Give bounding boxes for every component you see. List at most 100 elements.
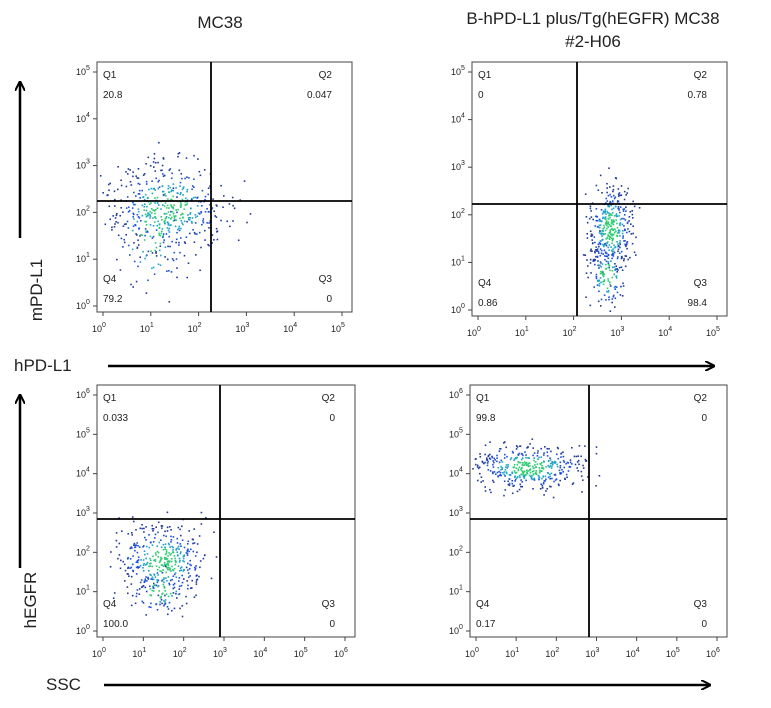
event-dot [181, 525, 183, 528]
event-dot [161, 572, 164, 574]
event-dot [550, 462, 553, 465]
event-dot [199, 174, 202, 177]
event-dot [129, 254, 131, 256]
event-dot [582, 479, 584, 481]
tick-base: 10 [449, 587, 459, 597]
event-dot [617, 256, 619, 258]
event-dot [185, 157, 188, 159]
event-dot [520, 469, 523, 472]
y-tick-label: 102 [449, 545, 463, 557]
event-dot [125, 207, 128, 209]
event-dot [168, 270, 170, 272]
tick-base: 10 [465, 649, 475, 659]
event-dot [113, 226, 116, 228]
event-dot [158, 223, 161, 225]
event-dot [492, 481, 495, 483]
event-dot [513, 470, 516, 472]
quadrant-percent: 0 [701, 413, 707, 424]
event-dot [155, 603, 158, 605]
event-dot [613, 220, 616, 223]
event-dot [147, 250, 150, 253]
event-dot [164, 256, 166, 258]
event-dot [161, 169, 163, 172]
event-dot [182, 194, 184, 196]
event-dot [175, 258, 178, 260]
event-dot [499, 474, 502, 476]
event-dot [539, 469, 541, 472]
event-dot [542, 468, 545, 470]
event-dot [594, 250, 596, 253]
event-dot [149, 210, 151, 213]
event-dot [602, 210, 605, 213]
event-dot [612, 294, 615, 297]
tick-base: 10 [451, 115, 461, 125]
tick-base: 10 [706, 649, 716, 659]
event-dot [128, 206, 130, 209]
event-dot [176, 211, 178, 214]
event-dot [154, 216, 156, 218]
event-dot [155, 177, 157, 180]
event-dot [493, 471, 496, 473]
event-dot [523, 476, 526, 478]
event-dot [515, 445, 518, 447]
event-dot [612, 255, 615, 257]
event-dot [127, 556, 129, 559]
event-dot [162, 158, 165, 160]
event-dot [142, 564, 145, 566]
event-dot [628, 216, 631, 218]
event-dot [607, 241, 609, 243]
event-dot [622, 235, 624, 237]
event-dot [160, 208, 162, 210]
event-dot [595, 215, 598, 218]
event-dot [488, 457, 491, 459]
event-dot [183, 208, 185, 210]
event-dot [144, 213, 147, 216]
event-dot [176, 537, 178, 540]
tick-base: 10 [253, 649, 263, 659]
event-dot [529, 474, 531, 477]
event-dot [145, 614, 147, 616]
event-dot [597, 260, 599, 262]
event-dot [492, 466, 495, 468]
event-dot [214, 215, 216, 217]
event-dot [179, 181, 182, 184]
tick-exponent: 6 [716, 647, 720, 654]
event-dot [578, 445, 581, 447]
tick-exponent: 2 [86, 205, 90, 212]
event-dot [520, 458, 523, 461]
event-dot [116, 212, 118, 215]
event-dot [167, 258, 169, 261]
event-dot [122, 211, 124, 213]
event-dot [140, 234, 142, 236]
event-dot [535, 470, 537, 472]
event-dot [169, 224, 171, 227]
event-dot [176, 597, 178, 599]
event-dot [611, 242, 613, 245]
event-dot [155, 246, 158, 249]
quadrant-percent: 0 [701, 619, 707, 630]
event-dot [617, 188, 620, 190]
event-dot [170, 218, 172, 220]
event-dot [616, 268, 618, 270]
event-dot [144, 580, 147, 582]
event-dot [171, 565, 173, 568]
event-dot [593, 260, 596, 262]
quadrant-percent: 0.78 [688, 90, 708, 101]
column-title: B-hPD-L1 plus/Tg(hEGFR) MC38 [466, 9, 719, 28]
axis-label: hEGFR [21, 572, 40, 629]
event-dot [593, 236, 596, 238]
event-dot [148, 562, 151, 565]
event-dot [477, 467, 480, 470]
event-dot [150, 574, 152, 576]
event-dot [199, 566, 201, 569]
event-dot [203, 169, 206, 171]
event-dot [172, 536, 175, 538]
event-dot [156, 580, 159, 583]
event-dot [178, 229, 181, 232]
event-dot [177, 565, 180, 567]
event-dot [577, 470, 579, 472]
event-dot [532, 447, 534, 449]
event-dot [620, 185, 623, 187]
tick-base: 10 [563, 328, 573, 338]
plot-frame [471, 61, 728, 317]
